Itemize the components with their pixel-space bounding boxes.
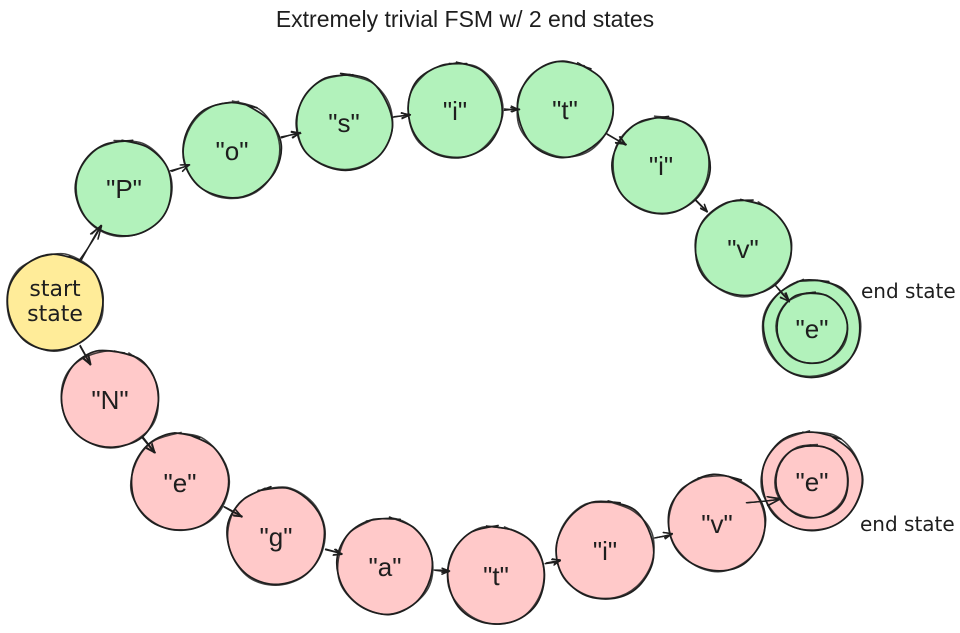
- state-label: "e": [164, 468, 197, 498]
- state-label: "e": [796, 314, 829, 344]
- transition-arrow-t1-i2: [606, 133, 627, 146]
- state-node-n: "N": [60, 349, 160, 449]
- transition-arrow-o-s: [280, 130, 302, 139]
- transition-arrow-i3-v2: [654, 531, 673, 540]
- state-node-o: "o": [182, 100, 283, 200]
- state-label: "e": [796, 467, 829, 497]
- state-node-i2: "i": [611, 115, 712, 215]
- state-node-e3: "e": [760, 430, 864, 532]
- diagram-title: Extremely trivial FSM w/ 2 end states: [275, 6, 655, 32]
- state-node-v1: "v": [694, 198, 793, 298]
- end-state-label: end state: [861, 279, 956, 303]
- state-label: "i": [593, 536, 617, 566]
- transition-arrow-g-a: [324, 548, 343, 556]
- state-node-t2: "t": [446, 524, 546, 626]
- state-node-i3: "i": [555, 500, 655, 600]
- state-node-i1: "i": [407, 61, 504, 159]
- state-label: "v": [727, 234, 758, 264]
- transitions: [79, 105, 791, 575]
- transition-arrow-v2-e3: [745, 496, 782, 507]
- end-state-label: end state: [860, 512, 955, 536]
- state-label: "i": [649, 151, 673, 181]
- state-node-a: "a": [335, 516, 434, 616]
- state-node-p: "P": [74, 139, 173, 238]
- transition-arrow-start-p: [79, 224, 103, 261]
- transition-arrow-e2-g: [223, 506, 243, 518]
- transition-arrow-a-t2: [433, 567, 451, 575]
- transition-arrow-start-n: [79, 344, 92, 366]
- transition-arrow-i2-v1: [694, 199, 709, 213]
- state-label: "s": [328, 108, 359, 138]
- state-label: "t": [483, 561, 509, 591]
- state-node-s: "s": [295, 72, 394, 172]
- state-node-v2: "v": [667, 473, 767, 573]
- state-label: "i": [443, 96, 467, 126]
- state-node-t1: "t": [516, 60, 615, 159]
- state-label: "v": [701, 509, 732, 539]
- state-node-e1: "e": [761, 278, 862, 379]
- transition-arrow-t2-i3: [544, 558, 562, 566]
- state-label: start state: [27, 277, 83, 327]
- state-node-start: start state: [6, 252, 104, 353]
- transition-arrow-v1-e1: [775, 285, 791, 303]
- state-label: "P": [106, 174, 142, 204]
- transition-arrow-n-e2: [141, 436, 156, 454]
- state-label: "a": [369, 552, 402, 582]
- transition-arrow-i1-t1: [503, 105, 521, 113]
- transition-arrow-p-o: [169, 164, 191, 173]
- state-label: "t": [552, 95, 578, 125]
- state-node-e2: "e": [129, 431, 231, 532]
- state-label: "g": [260, 522, 293, 552]
- state-label: "N": [91, 385, 128, 415]
- transition-arrow-s-i1: [392, 111, 412, 120]
- state-node-g: "g": [226, 485, 327, 586]
- state-label: "o": [216, 136, 249, 166]
